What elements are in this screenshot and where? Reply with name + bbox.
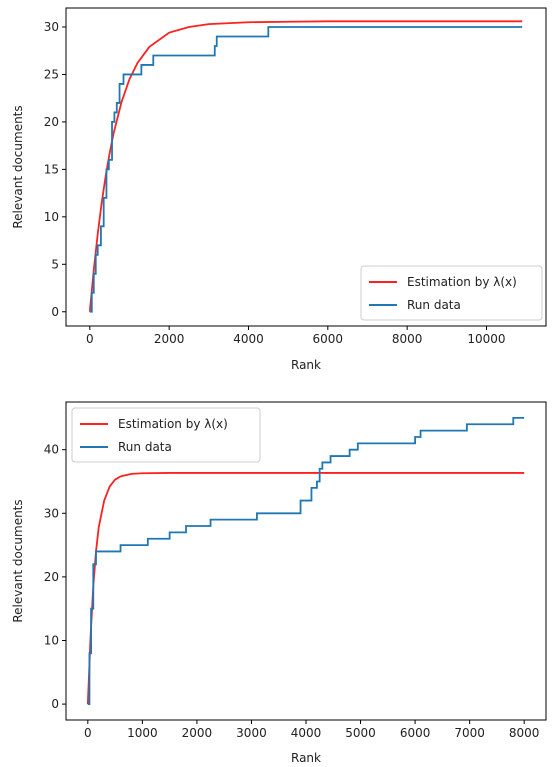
y-tick-label: 30 <box>44 506 59 520</box>
run-data-line <box>89 26 523 313</box>
y-tick-label: 15 <box>44 162 59 176</box>
y-tick-label: 0 <box>51 305 59 319</box>
x-tick-label: 2000 <box>182 726 213 740</box>
y-tick-label: 30 <box>44 20 59 34</box>
estimation-curve <box>88 20 523 312</box>
y-tick-label: 10 <box>44 210 59 224</box>
y-tick-label: 5 <box>51 257 59 271</box>
chart-2-x-axis-label: Rank <box>291 751 321 765</box>
x-tick-label: 8000 <box>509 726 540 740</box>
x-tick-label: 2000 <box>154 332 185 346</box>
chart-1: 0 2000 4000 6000 8000 10000 0 5 10 15 20 25 30 Rank… <box>11 7 547 372</box>
run-data-line <box>87 417 525 705</box>
y-tick-label: 20 <box>44 570 59 584</box>
x-tick-label: 7000 <box>454 726 485 740</box>
chart-1-x-ticks: 0 2000 4000 6000 8000 10000 <box>86 326 506 346</box>
chart-1-y-axis-label: Relevant documents <box>11 105 25 228</box>
chart-2-y-ticks: 0 10 20 30 40 <box>44 443 66 711</box>
chart-1-legend-box <box>360 265 543 321</box>
x-tick-label: 6000 <box>313 332 344 346</box>
x-tick-label: 0 <box>84 726 92 740</box>
x-tick-label: 4000 <box>233 332 264 346</box>
x-tick-label: 0 <box>86 332 94 346</box>
chart-2-legend-label-estimation: Estimation by λ(x) <box>118 417 228 431</box>
x-tick-label: 8000 <box>392 332 423 346</box>
y-tick-label: 0 <box>51 697 59 711</box>
chart-2-y-axis-label: Relevant documents <box>11 499 25 622</box>
chart-2-plot-area <box>86 417 525 705</box>
chart-1-legend: Estimation by λ(x) Run data <box>360 265 543 321</box>
chart-2-legend-box <box>71 407 261 463</box>
chart-1-legend-label-estimation: Estimation by λ(x) <box>407 275 517 289</box>
x-tick-label: 4000 <box>291 726 322 740</box>
chart-2-x-ticks: 0 1000 2000 3000 4000 5000 6000 7000 8000 <box>84 720 539 740</box>
chart-2-legend-label-run: Run data <box>118 440 172 454</box>
y-tick-label: 40 <box>44 443 59 457</box>
y-tick-label: 25 <box>44 67 59 81</box>
chart-1-y-ticks: 0 5 10 15 20 25 30 <box>44 20 66 319</box>
x-tick-label: 1000 <box>127 726 158 740</box>
chart-2: 0 1000 2000 3000 4000 5000 6000 7000 8000 0 10 20 3… <box>11 401 547 765</box>
x-tick-label: 10000 <box>467 332 505 346</box>
chart-1-legend-label-run: Run data <box>407 298 461 312</box>
chart-1-axes-frame <box>65 7 547 327</box>
x-tick-label: 6000 <box>400 726 431 740</box>
x-tick-label: 5000 <box>345 726 376 740</box>
y-tick-label: 10 <box>44 634 59 648</box>
y-tick-label: 20 <box>44 115 59 129</box>
chart-2-legend: Estimation by λ(x) Run data <box>71 407 261 463</box>
x-tick-label: 3000 <box>236 726 267 740</box>
chart-1-x-axis-label: Rank <box>291 358 321 372</box>
estimation-curve <box>86 472 525 705</box>
chart-1-plot-area <box>88 20 523 313</box>
